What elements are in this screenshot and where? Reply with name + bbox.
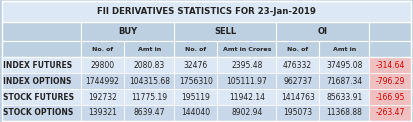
Bar bbox=[124, 73, 174, 89]
Text: BUY: BUY bbox=[118, 27, 137, 36]
Text: 195073: 195073 bbox=[283, 108, 312, 117]
Text: -796.29: -796.29 bbox=[375, 77, 405, 86]
Bar bbox=[218, 73, 276, 89]
Bar bbox=[369, 57, 411, 73]
Bar bbox=[124, 57, 174, 73]
Bar bbox=[319, 89, 369, 105]
Text: STOCK FUTURES: STOCK FUTURES bbox=[3, 92, 74, 102]
Text: No. of: No. of bbox=[185, 47, 206, 51]
Text: INDEX FUTURES: INDEX FUTURES bbox=[3, 61, 72, 70]
Bar bbox=[319, 57, 369, 73]
Bar bbox=[369, 105, 411, 121]
Bar bbox=[174, 105, 218, 121]
Text: 2080.83: 2080.83 bbox=[133, 61, 165, 70]
Bar bbox=[81, 57, 124, 73]
Bar bbox=[81, 105, 124, 121]
Bar bbox=[369, 57, 411, 73]
Bar bbox=[2, 57, 81, 73]
Bar bbox=[319, 73, 369, 89]
Bar bbox=[218, 57, 276, 73]
Bar bbox=[369, 89, 411, 105]
Bar bbox=[124, 105, 174, 121]
Text: SELL: SELL bbox=[214, 27, 236, 36]
Text: 104315.68: 104315.68 bbox=[129, 77, 170, 86]
Text: 11942.14: 11942.14 bbox=[229, 92, 265, 102]
Text: -263.47: -263.47 bbox=[375, 108, 405, 117]
Text: 192732: 192732 bbox=[88, 92, 117, 102]
Text: No. of: No. of bbox=[92, 47, 113, 51]
Text: 11368.88: 11368.88 bbox=[326, 108, 362, 117]
Text: Amt in: Amt in bbox=[332, 47, 356, 51]
Text: 32476: 32476 bbox=[184, 61, 208, 70]
Bar bbox=[2, 89, 369, 105]
Bar bbox=[2, 105, 369, 121]
Bar bbox=[369, 89, 411, 105]
Bar bbox=[218, 105, 276, 121]
Bar bbox=[369, 105, 411, 121]
Bar bbox=[2, 73, 369, 89]
Text: 139321: 139321 bbox=[88, 108, 117, 117]
Text: 195119: 195119 bbox=[181, 92, 210, 102]
Bar bbox=[2, 22, 411, 41]
Bar bbox=[2, 73, 81, 89]
Bar bbox=[2, 57, 369, 73]
Text: 11775.19: 11775.19 bbox=[131, 92, 167, 102]
Text: 2395.48: 2395.48 bbox=[231, 61, 262, 70]
Text: STOCK OPTIONS: STOCK OPTIONS bbox=[3, 108, 74, 117]
Text: 85633.91: 85633.91 bbox=[326, 92, 362, 102]
Bar bbox=[276, 73, 319, 89]
Text: 8902.94: 8902.94 bbox=[231, 108, 262, 117]
Bar bbox=[2, 1, 411, 22]
Text: 962737: 962737 bbox=[283, 77, 312, 86]
Text: 105111.97: 105111.97 bbox=[226, 77, 267, 86]
Bar bbox=[81, 73, 124, 89]
Bar bbox=[2, 89, 81, 105]
Text: -166.95: -166.95 bbox=[375, 92, 405, 102]
Text: No. of: No. of bbox=[287, 47, 308, 51]
Text: FII DERIVATIVES STATISTICS FOR 23-Jan-2019: FII DERIVATIVES STATISTICS FOR 23-Jan-20… bbox=[97, 7, 316, 16]
Text: 1414763: 1414763 bbox=[281, 92, 315, 102]
Bar bbox=[276, 89, 319, 105]
Text: 476332: 476332 bbox=[283, 61, 312, 70]
Text: 8639.47: 8639.47 bbox=[133, 108, 165, 117]
Text: INDEX OPTIONS: INDEX OPTIONS bbox=[3, 77, 72, 86]
Bar bbox=[174, 57, 218, 73]
Bar bbox=[2, 105, 81, 121]
Bar bbox=[276, 105, 319, 121]
Bar bbox=[2, 41, 411, 57]
Bar bbox=[369, 73, 411, 89]
Bar bbox=[174, 73, 218, 89]
Bar bbox=[369, 73, 411, 89]
Text: 71687.34: 71687.34 bbox=[326, 77, 362, 86]
Text: 1756310: 1756310 bbox=[179, 77, 213, 86]
Text: 1744992: 1744992 bbox=[85, 77, 120, 86]
Bar bbox=[218, 89, 276, 105]
Bar bbox=[276, 57, 319, 73]
Text: Amt in Crores: Amt in Crores bbox=[223, 47, 271, 51]
Text: 144040: 144040 bbox=[181, 108, 210, 117]
Text: Amt in: Amt in bbox=[138, 47, 161, 51]
Text: 29800: 29800 bbox=[90, 61, 115, 70]
Text: -314.64: -314.64 bbox=[375, 61, 405, 70]
Bar bbox=[174, 89, 218, 105]
Bar bbox=[319, 105, 369, 121]
Text: 37495.08: 37495.08 bbox=[326, 61, 363, 70]
Bar bbox=[124, 89, 174, 105]
Bar bbox=[81, 89, 124, 105]
Text: OI: OI bbox=[318, 27, 328, 36]
